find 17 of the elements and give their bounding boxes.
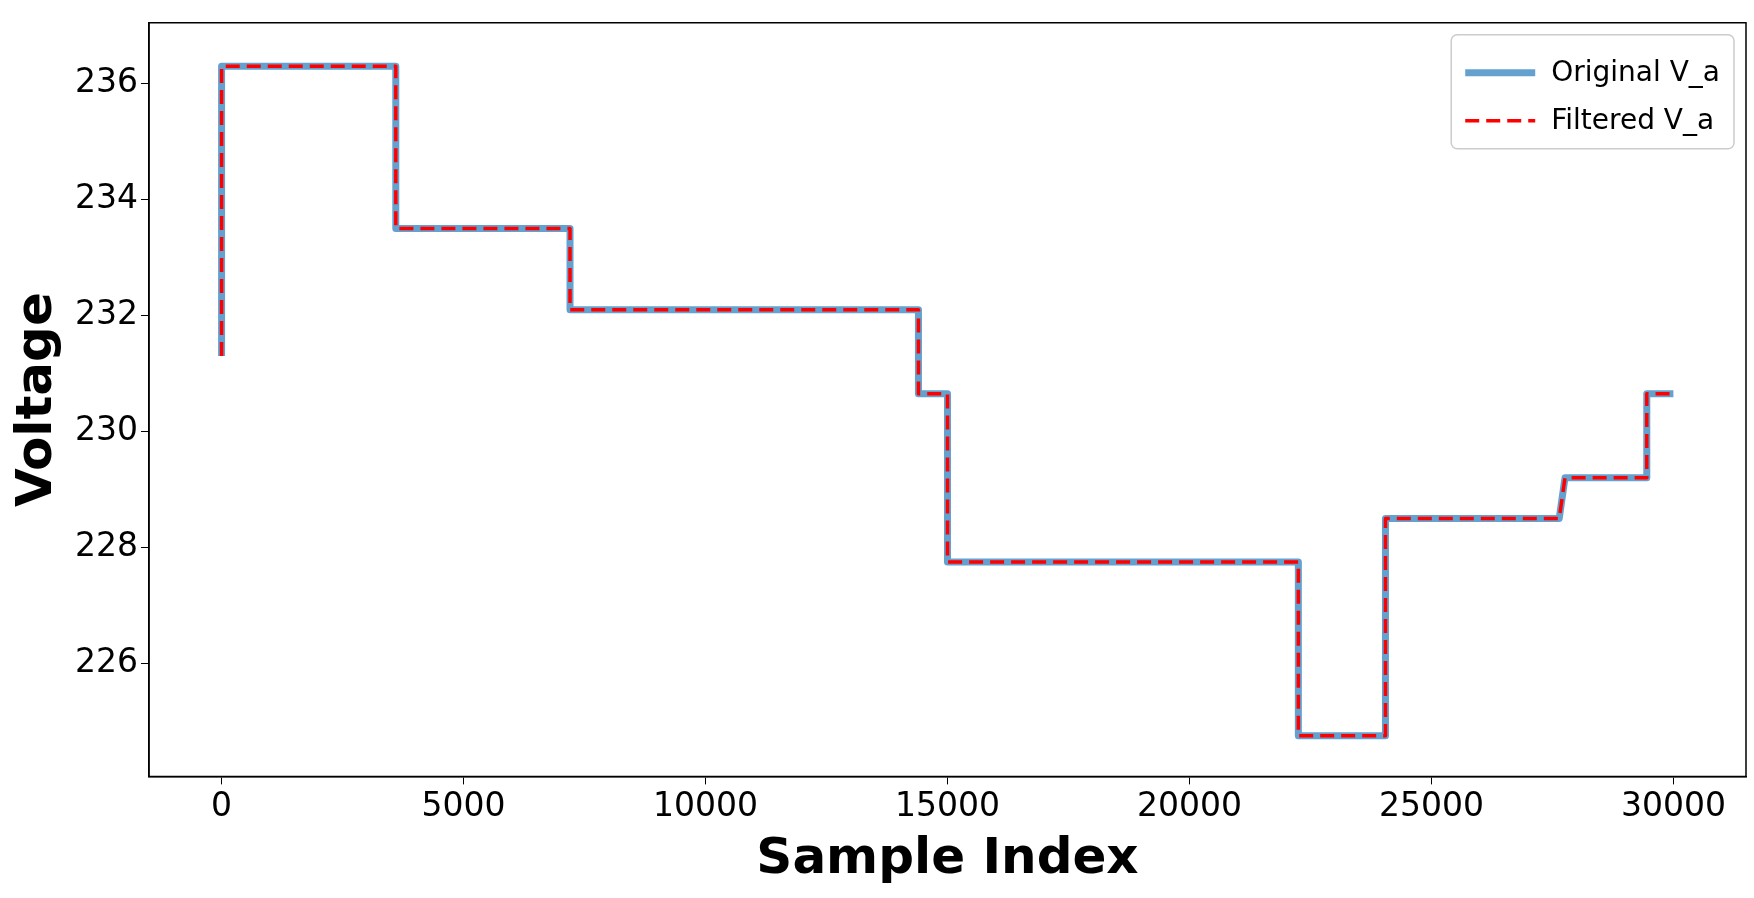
x-tick-label: 15000: [895, 784, 1000, 824]
x-tick-label: 0: [211, 784, 233, 824]
x-tick-label: 10000: [653, 784, 759, 824]
y-tick-label: 226: [74, 640, 138, 680]
y-tick-label: 234: [74, 177, 138, 217]
x-axis-title: Sample Index: [756, 826, 1139, 885]
x-tick-label: 30000: [1620, 784, 1726, 824]
x-tick-label: 20000: [1136, 784, 1242, 824]
y-tick-label: 228: [74, 525, 138, 564]
y-axis-title: Voltage: [4, 292, 63, 507]
legend-label: Original V_a: [1551, 55, 1720, 89]
x-tick-label: 25000: [1378, 784, 1484, 824]
y-tick-label: 236: [74, 61, 138, 101]
x-tick-label: 5000: [421, 784, 506, 824]
y-tick-label: 230: [74, 409, 138, 449]
y-tick-label: 232: [74, 293, 138, 333]
legend-label: Filtered V_a: [1551, 103, 1715, 137]
